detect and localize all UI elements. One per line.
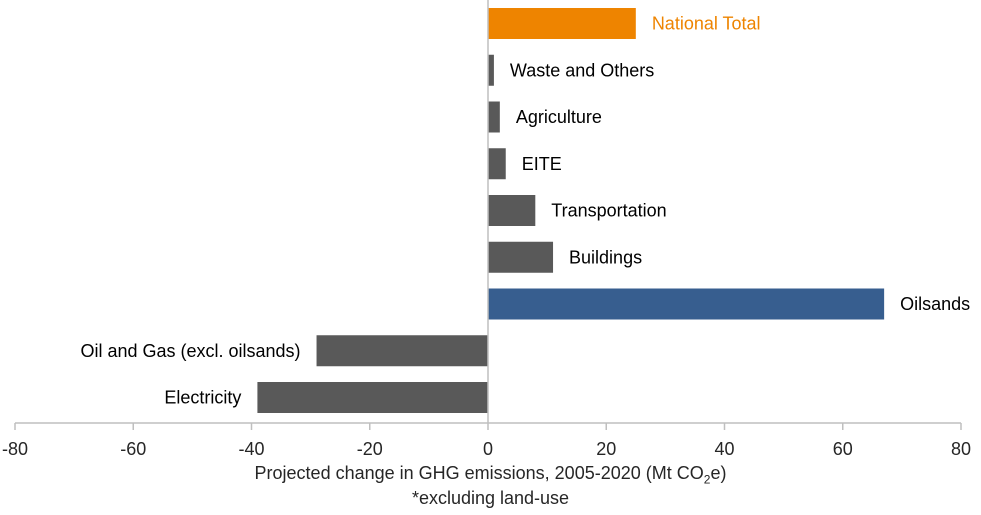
bar-electricity <box>257 382 488 413</box>
bar-label: Agriculture <box>516 107 602 127</box>
x-tick-label: 20 <box>596 439 616 459</box>
bar-label: Buildings <box>569 247 642 267</box>
bar-buildings <box>488 241 554 273</box>
bar-transportation <box>488 195 536 226</box>
x-tick-label: -40 <box>238 439 264 459</box>
x-tick-label: 80 <box>951 439 971 459</box>
bar-chart: National Total Waste and Others Agricultur… <box>2 0 971 459</box>
bar-national-total <box>488 8 636 39</box>
x-axis-note: *excluding land-use <box>411 488 570 508</box>
x-tick-label: -60 <box>120 439 146 459</box>
bar-agriculture <box>488 101 500 133</box>
bar-label: National Total <box>652 14 761 34</box>
x-axis-title-subscript: 2 <box>703 472 711 487</box>
bar-oilsands <box>488 288 885 320</box>
bar-label: Oil and Gas (excl. oilsands) <box>80 341 300 361</box>
bar-label: EITE <box>522 154 562 174</box>
x-tick-label: 60 <box>833 439 853 459</box>
x-tick-label: 40 <box>714 439 734 459</box>
bar-label: Transportation <box>551 201 666 221</box>
x-tick-label: 0 <box>483 439 493 459</box>
x-axis-title-main: Projected change in GHG emissions, 2005-… <box>254 463 704 483</box>
bar-oil-and-gas-excl-oilsands <box>316 335 488 367</box>
x-axis-title: Projected change in GHG emissions, 2005-… <box>0 463 981 487</box>
bar-label: Oilsands <box>900 294 970 314</box>
x-tick-label: -80 <box>2 439 28 459</box>
bar-waste-and-others <box>488 54 494 86</box>
bar-label: Electricity <box>164 388 241 408</box>
x-tick-label: -20 <box>357 439 383 459</box>
bar-eite <box>488 148 506 180</box>
bar-label: Waste and Others <box>510 60 654 80</box>
x-axis-title-tail: e) <box>710 463 727 483</box>
